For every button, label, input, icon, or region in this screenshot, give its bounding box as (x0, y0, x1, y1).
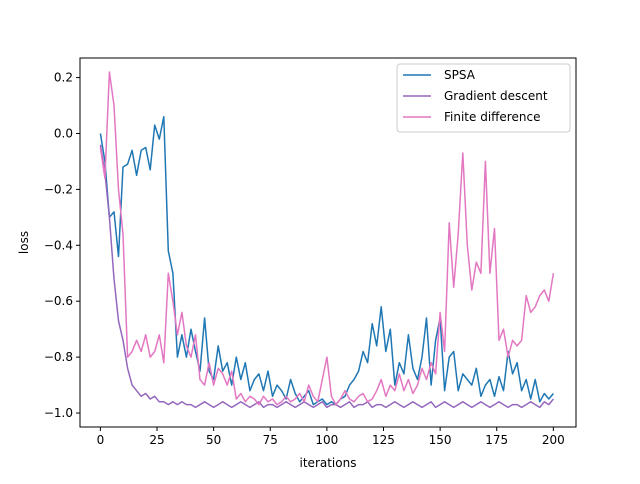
legend-label: SPSA (444, 68, 476, 82)
x-axis-ticks: 0 25 50 75 100 125 150 175 200 (97, 427, 565, 447)
x-tick-label: 75 (263, 433, 278, 447)
x-tick-label: 175 (485, 433, 508, 447)
x-tick-label: 150 (429, 433, 452, 447)
x-tick-label: 125 (372, 433, 395, 447)
series-line-gradient-descent (99, 144, 554, 409)
y-tick-label: 0.0 (54, 126, 73, 140)
y-axis-label: loss (17, 231, 31, 254)
series-line-finite-difference (99, 71, 555, 406)
y-tick-label: −1.0 (44, 406, 73, 420)
y-axis-ticks: 0.2 0.0 −0.2 −0.4 −0.6 −0.8 −1.0 (44, 71, 80, 420)
y-tick-label: −0.6 (44, 294, 73, 308)
series-lines (99, 71, 555, 409)
x-tick-label: 50 (206, 433, 221, 447)
y-tick-label: −0.2 (44, 182, 73, 196)
y-tick-label: −0.8 (44, 350, 73, 364)
y-tick-label: 0.2 (54, 71, 73, 85)
legend-box (396, 63, 571, 133)
x-axis-label: iterations (300, 456, 357, 470)
x-tick-label: 0 (97, 433, 105, 447)
x-tick-label: 200 (542, 433, 565, 447)
legend: SPSA Gradient descent Finite difference (396, 63, 571, 133)
plot-frame (79, 57, 577, 428)
y-tick-label: −0.4 (44, 238, 73, 252)
x-tick-label: 25 (149, 433, 164, 447)
legend-label: Gradient descent (444, 89, 548, 103)
legend-label: Finite difference (444, 110, 540, 124)
x-tick-label: 100 (315, 433, 338, 447)
